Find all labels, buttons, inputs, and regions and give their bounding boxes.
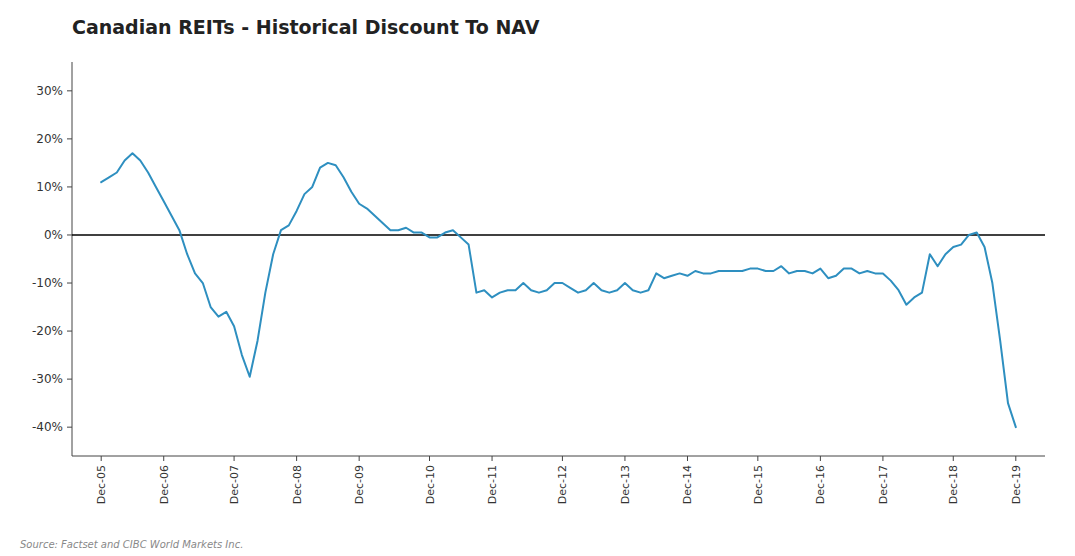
x-tick	[101, 456, 102, 461]
y-tick-label: -10%	[32, 276, 63, 290]
line	[101, 153, 1016, 427]
y-tick-label: 10%	[36, 180, 63, 194]
y-tick	[67, 427, 72, 428]
y-tick	[67, 379, 72, 380]
x-tick-label: Dec-14	[681, 465, 694, 504]
x-tick-label: Dec-19	[1010, 465, 1023, 504]
x-tick	[1015, 456, 1016, 461]
source: Source: Factset and CIBC World Markets I…	[20, 539, 243, 550]
y-tick	[67, 234, 72, 235]
x-tick	[687, 456, 688, 461]
x-tick	[882, 456, 883, 461]
x-tick	[757, 456, 758, 461]
zero-line	[72, 234, 1045, 236]
x-tick	[624, 456, 625, 461]
x-tick	[234, 456, 235, 461]
x-tick	[296, 456, 297, 461]
x-tick-label: Dec-07	[228, 465, 241, 504]
y-tick-label: -20%	[32, 324, 63, 338]
x-tick-label: Dec-09	[353, 465, 366, 504]
x-tick-label: Dec-06	[158, 465, 171, 504]
x-tick	[492, 456, 493, 461]
y-tick	[67, 331, 72, 332]
x-tick-label: Dec-10	[424, 465, 437, 504]
title: Canadian REITs - Historical Discount To …	[72, 16, 540, 38]
x-tick	[359, 456, 360, 461]
y-tick	[67, 186, 72, 187]
chart: Canadian REITs - Historical Discount To …	[0, 0, 1075, 556]
y-tick-label: 30%	[36, 84, 63, 98]
x-tick-label: Dec-11	[486, 465, 499, 504]
y-tick	[67, 283, 72, 284]
x-tick	[163, 456, 164, 461]
x-tick	[953, 456, 954, 461]
x-tick	[820, 456, 821, 461]
x-tick-label: Dec-13	[619, 465, 632, 504]
x-tick-label: Dec-05	[95, 465, 108, 504]
y-tick	[67, 138, 72, 139]
x-tick	[562, 456, 563, 461]
x-tick	[429, 456, 430, 461]
x-tick-label: Dec-12	[556, 465, 569, 504]
plot-area	[101, 153, 1016, 427]
y-tick-label: 0%	[44, 228, 63, 242]
y-tick-label: -30%	[32, 372, 63, 386]
y-tick-label: 20%	[36, 132, 63, 146]
x-tick-label: Dec-16	[814, 465, 827, 504]
x-tick-label: Dec-18	[947, 465, 960, 504]
y-axis	[72, 62, 73, 456]
x-axis	[72, 456, 1045, 457]
x-tick-label: Dec-17	[877, 465, 890, 504]
x-tick-label: Dec-15	[752, 465, 765, 504]
y-tick-label: -40%	[32, 420, 63, 434]
x-tick-label: Dec-08	[291, 465, 304, 504]
y-tick	[67, 90, 72, 91]
